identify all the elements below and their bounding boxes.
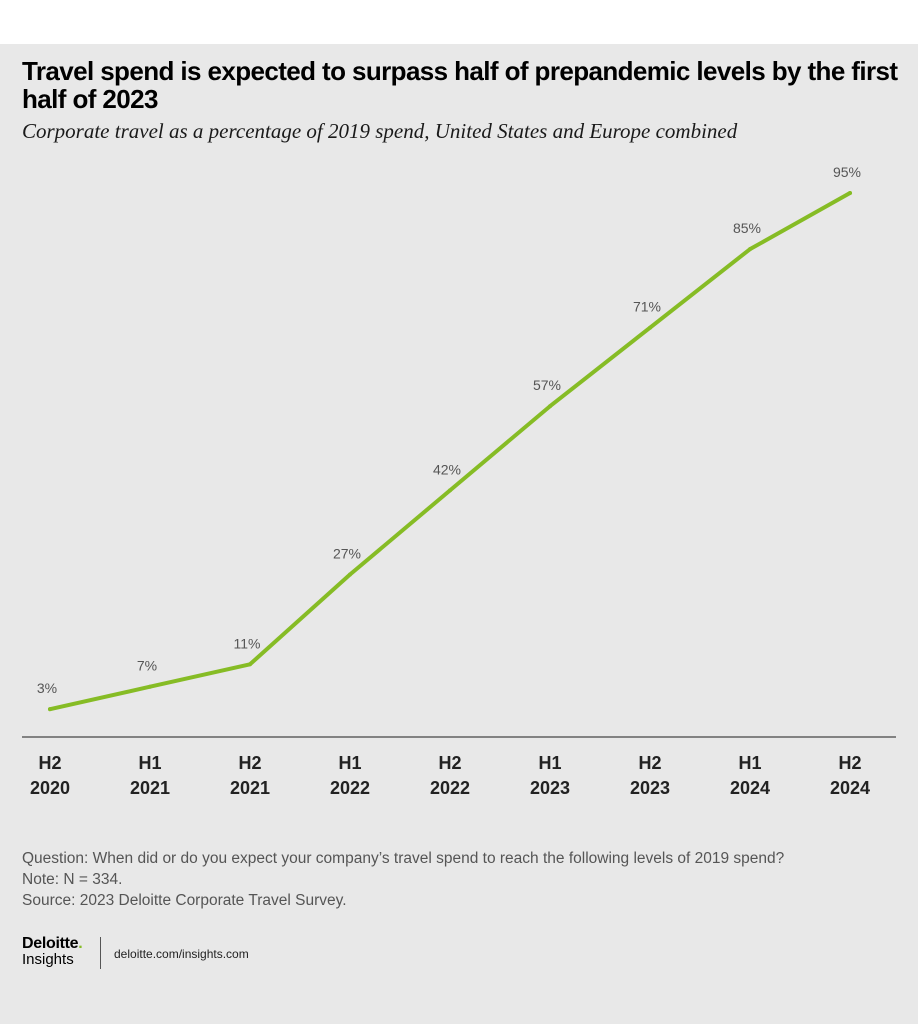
brand-dot: .	[78, 935, 83, 952]
data-point	[448, 488, 452, 493]
series-line	[48, 191, 852, 712]
x-tick-label-line: 2023	[530, 778, 570, 798]
data-point	[848, 191, 852, 196]
data-point	[148, 684, 152, 689]
x-tick-label-line: H1	[338, 753, 361, 773]
data-point	[248, 662, 252, 667]
x-tick-label: H2 2022	[430, 753, 470, 798]
data-point	[48, 707, 52, 712]
x-tick-label: H2 2020	[30, 753, 70, 798]
data-label: 95%	[833, 164, 861, 180]
data-point	[348, 572, 352, 577]
data-label: 85%	[733, 220, 761, 236]
x-tick-label-line: 2021	[230, 778, 270, 798]
x-tick-label-line: 2020	[30, 778, 70, 798]
x-tick-label: H2 2021	[230, 753, 270, 798]
x-tick-label-line: 2024	[730, 778, 770, 798]
x-tick-label-line: 2021	[130, 778, 170, 798]
x-tick-label-line: 2022	[330, 778, 370, 798]
x-tick-label-line: H1	[138, 753, 161, 773]
data-point	[648, 325, 652, 330]
data-label: 11%	[234, 635, 261, 651]
data-label: 27%	[333, 546, 361, 562]
data-label: 57%	[533, 377, 561, 393]
survey-question: Question: When did or do you expect your…	[22, 850, 785, 867]
x-tick-label-line: 2024	[830, 778, 870, 798]
chart-notes: Question: When did or do you expect your…	[22, 848, 784, 911]
x-tick-label: H2 2024	[830, 753, 870, 798]
x-tick-label-line: H1	[538, 753, 561, 773]
data-label: 7%	[137, 658, 157, 674]
brand-url[interactable]: deloitte.com/insights.com	[114, 947, 249, 961]
brand-divider	[100, 937, 101, 969]
x-tick-label-line: H1	[738, 753, 761, 773]
data-point	[548, 404, 552, 409]
x-tick-label-line: 2022	[430, 778, 470, 798]
data-point	[748, 247, 752, 252]
brand-name: Deloitte.	[22, 935, 83, 953]
data-label: 42%	[433, 461, 461, 477]
x-tick-label-line: H2	[238, 753, 261, 773]
x-tick-label: H1 2021	[130, 753, 170, 798]
x-tick-label: H1 2023	[530, 753, 570, 798]
x-tick-label-line: H2	[38, 753, 61, 773]
brand-wordmark: Deloitte	[22, 935, 79, 952]
source-note: Source: 2023 Deloitte Corporate Travel S…	[22, 892, 347, 909]
x-tick-label-line: 2023	[630, 778, 670, 798]
data-label: 71%	[633, 299, 661, 315]
x-tick-label-line: H2	[838, 753, 861, 773]
brand-subtitle: Insights	[22, 951, 74, 968]
x-tick-label: H1 2024	[730, 753, 770, 798]
x-tick-label: H1 2022	[330, 753, 370, 798]
sample-note: Note: N = 334.	[22, 871, 123, 888]
x-tick-label: H2 2023	[630, 753, 670, 798]
chart-title: Travel spend is expected to surpass half…	[22, 56, 898, 114]
data-label: 3%	[37, 680, 57, 696]
chart-panel	[0, 44, 918, 1024]
x-tick-label-line: H2	[638, 753, 661, 773]
chart-subtitle: Corporate travel as a percentage of 2019…	[22, 119, 738, 143]
x-tick-label-line: H2	[438, 753, 461, 773]
